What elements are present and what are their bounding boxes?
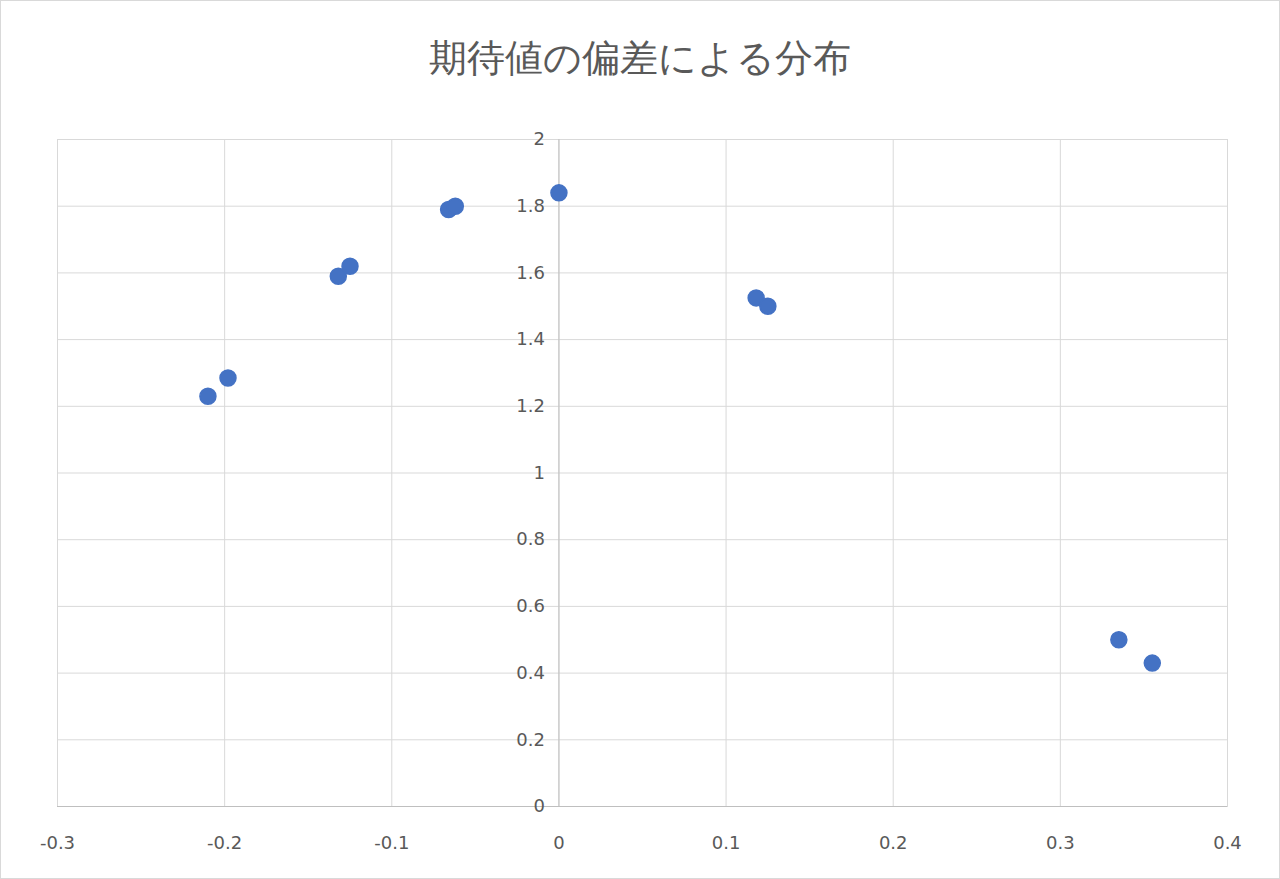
svg-text:-0.1: -0.1 bbox=[374, 832, 409, 853]
svg-text:0.8: 0.8 bbox=[516, 528, 545, 549]
svg-text:0.1: 0.1 bbox=[712, 832, 741, 853]
html-text:期待値の偏差による分布: 期待値の偏差による分布 bbox=[429, 36, 851, 80]
svg-text:0: 0 bbox=[533, 795, 544, 816]
svg-text:0.3: 0.3 bbox=[1046, 832, 1075, 853]
svg-text:1.8: 1.8 bbox=[516, 195, 545, 216]
svg-text:0.4: 0.4 bbox=[1213, 832, 1242, 853]
svg-text:0.6: 0.6 bbox=[516, 595, 545, 616]
svg-text:2: 2 bbox=[533, 128, 544, 149]
svg-text:0.2: 0.2 bbox=[879, 832, 908, 853]
svg-text:0: 0 bbox=[553, 832, 564, 853]
svg-text:1: 1 bbox=[533, 462, 544, 483]
svg-text:-0.2: -0.2 bbox=[207, 832, 242, 853]
svg-text:-0.3: -0.3 bbox=[40, 832, 75, 853]
svg-text:1.6: 1.6 bbox=[516, 262, 545, 283]
svg-text:0.2: 0.2 bbox=[516, 729, 545, 750]
svg-text:1.2: 1.2 bbox=[516, 395, 545, 416]
svg-text:0.4: 0.4 bbox=[516, 662, 545, 683]
svg-text:1.4: 1.4 bbox=[516, 328, 545, 349]
